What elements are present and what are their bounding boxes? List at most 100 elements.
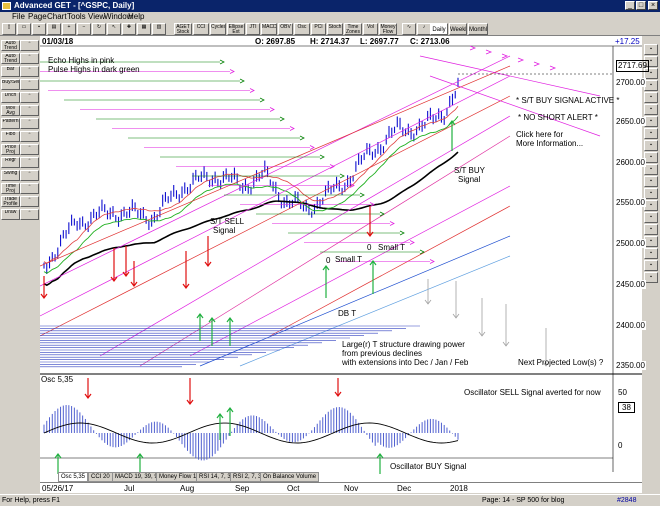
buy-arrow-head — [226, 317, 234, 323]
main-toolbar: ▯ ▭ ▪ ▤ + − ↻ ↖ ✚ ▦ ▥ AGET Stock CCI Cyc… — [0, 22, 660, 36]
left-tool-icon[interactable]: ▫ — [20, 196, 39, 207]
tab-weekly[interactable]: Weekly — [449, 23, 467, 35]
left-tool-icon[interactable]: ▫ — [20, 66, 39, 77]
obv-button[interactable]: OBV — [278, 23, 293, 35]
left-tool-icon[interactable]: ▫ — [20, 92, 39, 103]
right-tool-icon[interactable]: ▪ — [644, 236, 658, 247]
money-flow-button[interactable]: Money Flow — [379, 23, 397, 35]
left-tool-icon[interactable]: ▫ — [20, 53, 39, 64]
new-icon[interactable]: ▯ — [2, 23, 16, 35]
stoch-button[interactable]: Stoch — [327, 23, 343, 35]
left-tool-button[interactable]: Draw — [1, 209, 20, 220]
right-tool-icon[interactable]: ▪ — [644, 176, 658, 187]
grid-icon[interactable]: ▦ — [137, 23, 151, 35]
open-icon[interactable]: ▭ — [17, 23, 31, 35]
right-tool-icon[interactable]: ▪ — [644, 152, 658, 163]
aget-stock-button[interactable]: AGET Stock — [174, 23, 192, 35]
minimize-button[interactable]: _ — [625, 1, 635, 10]
menu-page[interactable]: Page — [28, 12, 47, 21]
vol-button[interactable]: Vol — [363, 23, 378, 35]
more-info-link[interactable]: More Information... — [516, 139, 584, 148]
tab-rsi-14[interactable]: RSI 14, 7, 3 — [196, 472, 234, 482]
click-here-link[interactable]: Click here for — [516, 130, 564, 139]
cycles-button[interactable]: Cycles — [210, 23, 226, 35]
cross-icon[interactable]: ✚ — [122, 23, 136, 35]
right-tool-icon[interactable]: ▪ — [644, 272, 658, 283]
right-tool-icon[interactable]: ▪ — [644, 212, 658, 223]
tab-daily[interactable]: Daily — [430, 23, 448, 35]
chart-area[interactable]: 01/03/18 O: 2697.85 H: 2714.37 L: 2697.7… — [40, 36, 649, 492]
right-tool-icon[interactable]: ▪ — [644, 104, 658, 115]
right-tool-icon[interactable]: ▪ — [644, 188, 658, 199]
right-tool-icon[interactable]: ▪ — [644, 116, 658, 127]
osc-button[interactable]: Osc — [294, 23, 310, 35]
ellipse-button[interactable]: Ellipse Ext — [227, 23, 245, 35]
left-tool-icon[interactable]: ▫ — [20, 131, 39, 142]
tab-macd[interactable]: MACD 19, 39, 9 — [112, 472, 161, 482]
wave-icon[interactable]: ∿ — [402, 23, 416, 35]
left-tool-icon[interactable]: ▫ — [20, 209, 39, 220]
tab-cci[interactable]: CCI 20 — [88, 472, 113, 482]
left-tool-icon[interactable]: ▫ — [20, 170, 39, 181]
jti-button[interactable]: JTI — [246, 23, 260, 35]
left-tool-button[interactable]: Auto Trend — [1, 53, 20, 64]
left-tool-button[interactable]: Auto Trend — [1, 40, 20, 51]
right-tool-icon[interactable]: ▪ — [644, 44, 658, 55]
left-tool-button[interactable]: Time Proj — [1, 183, 20, 194]
osc-buy-arrow-head — [376, 453, 384, 459]
left-tool-icon[interactable]: ▫ — [20, 157, 39, 168]
arrow-icon[interactable]: ↖ — [107, 23, 121, 35]
right-tool-icon[interactable]: ▪ — [644, 68, 658, 79]
left-tool-icon[interactable]: ▫ — [20, 183, 39, 194]
pci-button[interactable]: PCI — [311, 23, 326, 35]
right-tool-icon[interactable]: ▪ — [644, 56, 658, 67]
right-tool-icon[interactable]: ▪ — [644, 200, 658, 211]
left-tool-button[interactable]: Buy/Sell — [1, 79, 20, 90]
tab-monthly[interactable]: Monthly — [468, 23, 488, 35]
left-tool-button[interactable]: Mov Avg — [1, 105, 20, 116]
menu-tools[interactable]: Tools — [67, 12, 86, 21]
left-tool-icon[interactable]: ▫ — [20, 144, 39, 155]
macd-button[interactable]: MACD — [261, 23, 277, 35]
print-icon[interactable]: ▤ — [47, 23, 61, 35]
right-tool-icon[interactable]: ▪ — [644, 248, 658, 259]
menu-file[interactable]: File — [12, 12, 25, 21]
tab-obv[interactable]: On Balance Volume — [260, 472, 320, 482]
bell-icon[interactable]: ♪ — [417, 23, 431, 35]
left-tool-button[interactable]: Bar — [1, 66, 20, 77]
left-tool-icon[interactable]: ▫ — [20, 118, 39, 129]
left-tool-button[interactable]: Trade Profile — [1, 196, 20, 207]
left-tool-button[interactable]: Fibo — [1, 131, 20, 142]
left-tool-button[interactable]: Price Proj — [1, 144, 20, 155]
left-tool-button[interactable]: Swing — [1, 170, 20, 181]
tab-osc[interactable]: Osc 5,35 — [58, 472, 89, 482]
right-tool-icon[interactable]: ▪ — [644, 80, 658, 91]
left-tool-button[interactable]: Pattern — [1, 118, 20, 129]
menu-view[interactable]: View — [88, 12, 106, 21]
time-zones-button[interactable]: Time Zones — [344, 23, 362, 35]
buy-arrow-head — [448, 120, 456, 126]
cci-button[interactable]: CCI — [193, 23, 209, 35]
close-button[interactable]: × — [648, 1, 658, 10]
right-tool-icon[interactable]: ▪ — [644, 140, 658, 151]
menu-window[interactable]: Window — [104, 12, 133, 21]
right-tool-icon[interactable]: ▪ — [644, 92, 658, 103]
refresh-icon[interactable]: ↻ — [92, 23, 106, 35]
left-tool-icon[interactable]: ▫ — [20, 40, 39, 51]
zoom-in-icon[interactable]: + — [62, 23, 76, 35]
right-tool-icon[interactable]: ▪ — [644, 164, 658, 175]
right-tool-icon[interactable]: ▪ — [644, 224, 658, 235]
right-tool-icon[interactable]: ▪ — [644, 260, 658, 271]
right-tool-icon[interactable]: ▪ — [644, 128, 658, 139]
left-tool-icon[interactable]: ▫ — [20, 105, 39, 116]
save-icon[interactable]: ▪ — [32, 23, 46, 35]
maximize-button[interactable]: □ — [636, 1, 646, 10]
left-tool-icon[interactable]: ▫ — [20, 79, 39, 90]
left-tool-button[interactable]: Regr — [1, 157, 20, 168]
chart-icon[interactable]: ▥ — [152, 23, 166, 35]
menu-help[interactable]: Help — [128, 12, 145, 21]
moving-average-line — [43, 116, 459, 274]
menu-chart[interactable]: Chart — [47, 12, 67, 21]
left-tool-button[interactable]: Dnch — [1, 92, 20, 103]
zoom-out-icon[interactable]: − — [77, 23, 91, 35]
